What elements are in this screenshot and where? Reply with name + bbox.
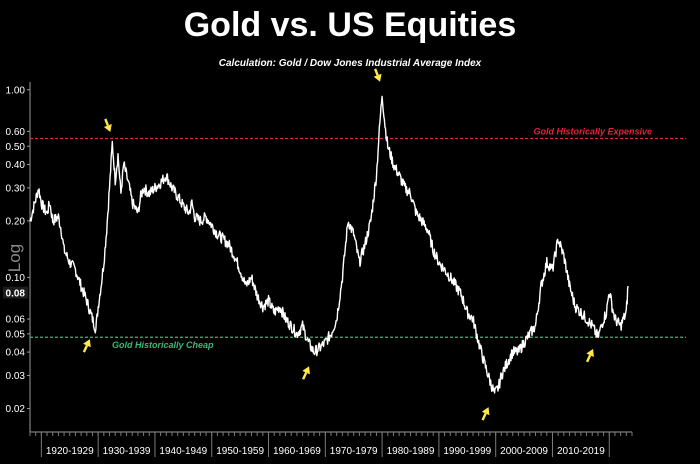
marker-arrow-head <box>586 348 594 358</box>
marker-arrow-head <box>103 123 112 132</box>
x-tick-label: 1980-1989 <box>387 446 435 457</box>
y-tick-label: 0.60 <box>6 127 26 138</box>
ratio-series-line <box>29 95 629 394</box>
y-tick-label: 0.05 <box>6 329 26 340</box>
x-tick-label: 1960-1969 <box>273 446 321 457</box>
chart-title: Gold vs. US Equities <box>183 6 517 44</box>
y-tick-label: 0.06 <box>6 315 26 326</box>
y-tick-label: 0.30 <box>6 183 26 194</box>
x-tick-label: 1990-1999 <box>443 446 491 457</box>
y-tick-label: 0.50 <box>6 142 26 153</box>
y-tick-label: 0.04 <box>6 348 26 359</box>
marker-arrow-shaft <box>585 354 592 363</box>
x-tick-label: 1930-1939 <box>103 446 151 457</box>
y-axis-label: Log <box>5 244 24 272</box>
marker-arrow-head <box>83 339 91 348</box>
x-tick-label: 1940-1949 <box>159 446 207 457</box>
x-tick-label: 1970-1979 <box>330 446 378 457</box>
marker-arrow-shaft <box>481 413 487 421</box>
y-tick-label: 0.40 <box>6 160 26 171</box>
last-value-label: 0.08 <box>6 289 26 300</box>
y-tick-label: 0.03 <box>6 371 26 382</box>
y-tick-label: 0.02 <box>6 404 26 415</box>
marker-arrow-head <box>302 366 310 375</box>
marker-arrow-shaft <box>302 372 308 380</box>
marker-arrow-shaft <box>104 118 109 126</box>
x-tick-label: 2000-2009 <box>500 446 548 457</box>
marker-arrow-shaft <box>82 344 89 353</box>
marker-arrow-head <box>373 73 382 82</box>
x-tick-label: 1920-1929 <box>46 446 94 457</box>
x-tick-label: 1950-1959 <box>216 446 264 457</box>
last-value-box <box>3 286 28 299</box>
y-tick-label: 0.20 <box>6 216 26 227</box>
marker-arrow-head <box>481 407 490 416</box>
y-tick-label: 1.00 <box>6 85 26 96</box>
cheap-threshold-label: Gold Historically Cheap <box>112 340 214 350</box>
y-tick-label: 0.10 <box>6 273 26 284</box>
chart-subtitle: Calculation: Gold / Dow Jones Industrial… <box>218 58 482 69</box>
expensive-threshold-label: Gold Historically Expensive <box>533 126 652 136</box>
marker-arrow-shaft <box>373 68 379 76</box>
x-tick-label: 2010-2019 <box>557 446 605 457</box>
